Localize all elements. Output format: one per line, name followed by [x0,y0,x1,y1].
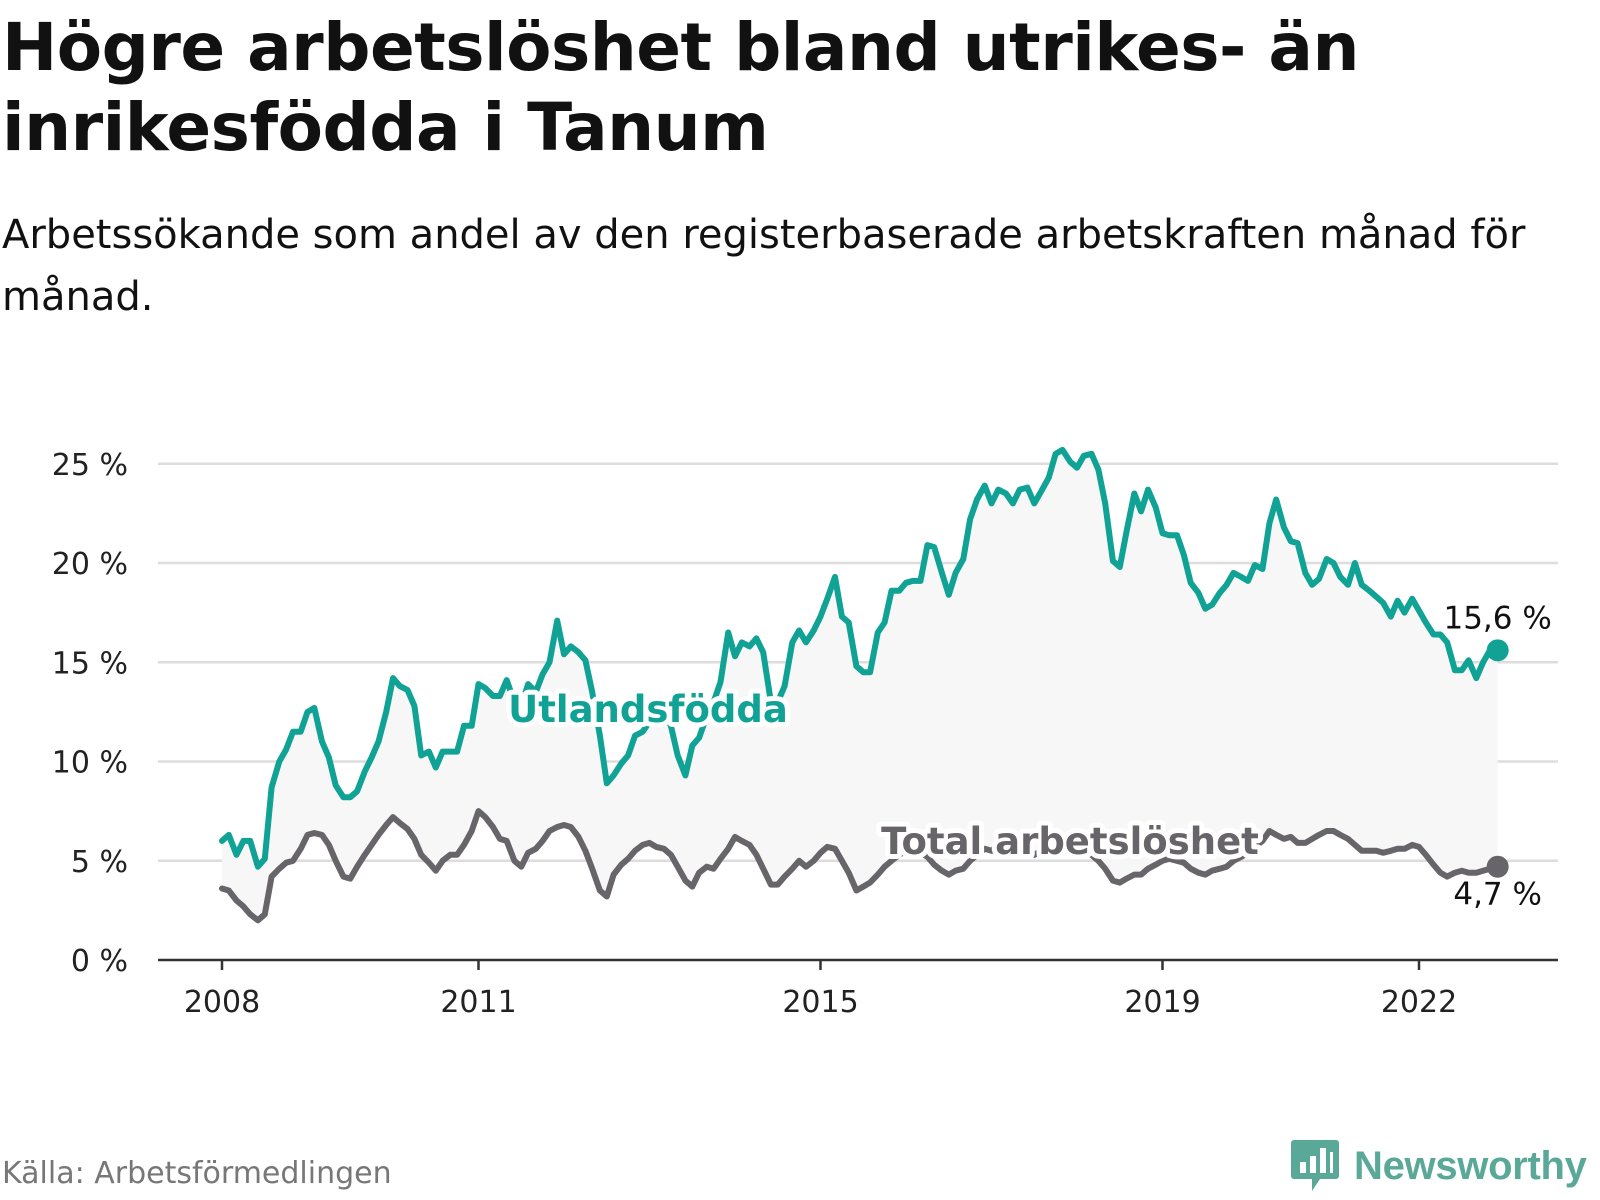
series-name-label: Utlandsfödda [508,688,788,731]
end-value-label: 15,6 % [1443,600,1551,636]
y-tick-label: 20 % [52,547,128,582]
series-line-utlandsfodda [219,446,1501,870]
chart-subtitle: Arbetssökande som andel av den registerb… [2,212,1526,320]
end-marker-utlandsfodda [1486,639,1509,662]
end-value-label: 4,7 % [1453,877,1542,913]
end-marker-total-arbetsloshet [1486,855,1509,878]
series-name-label: Total arbetslöshet [881,820,1259,863]
y-tick-label: 0 % [71,944,128,979]
x-tick-label: 2011 [440,985,516,1020]
chart-title: Högre arbetslöshet bland utrikes- än inr… [2,9,1359,166]
x-tick-label: 2022 [1381,985,1457,1020]
x-tick-label: 2019 [1124,985,1200,1020]
source-note: Källa: Arbetsförmedlingen [2,1156,392,1191]
newsworthy-logo-icon [1291,1140,1339,1191]
series-labels: 4,7 % 15,6 % Utlandsfödda Total arbetslöshe… [503,600,1552,913]
brand-name: Newsworthy [1354,1143,1587,1188]
y-tick-label: 15 % [52,646,128,681]
line-chart: 0 %5 %10 %15 %20 %25 % 2008 2011 2015 2019 2… [52,446,1558,1020]
y-axis: 0 % 5 % 10 % 15 % 20 % 25 % [52,448,128,979]
y-tick-label: 5 % [71,845,128,880]
y-tick-label: 25 % [52,448,128,483]
series-line-total-arbetsloshet [219,808,1501,924]
newsworthy-logo[interactable]: Newsworthy [1290,1136,1587,1196]
x-tick-label: 2015 [782,985,858,1020]
series-lines [219,446,1509,924]
gap-band-area [222,449,1498,921]
x-tick-label: 2008 [184,985,260,1020]
x-axis: 2008 2011 2015 2019 2022 [184,960,1457,1020]
y-tick-label: 10 % [52,746,128,781]
